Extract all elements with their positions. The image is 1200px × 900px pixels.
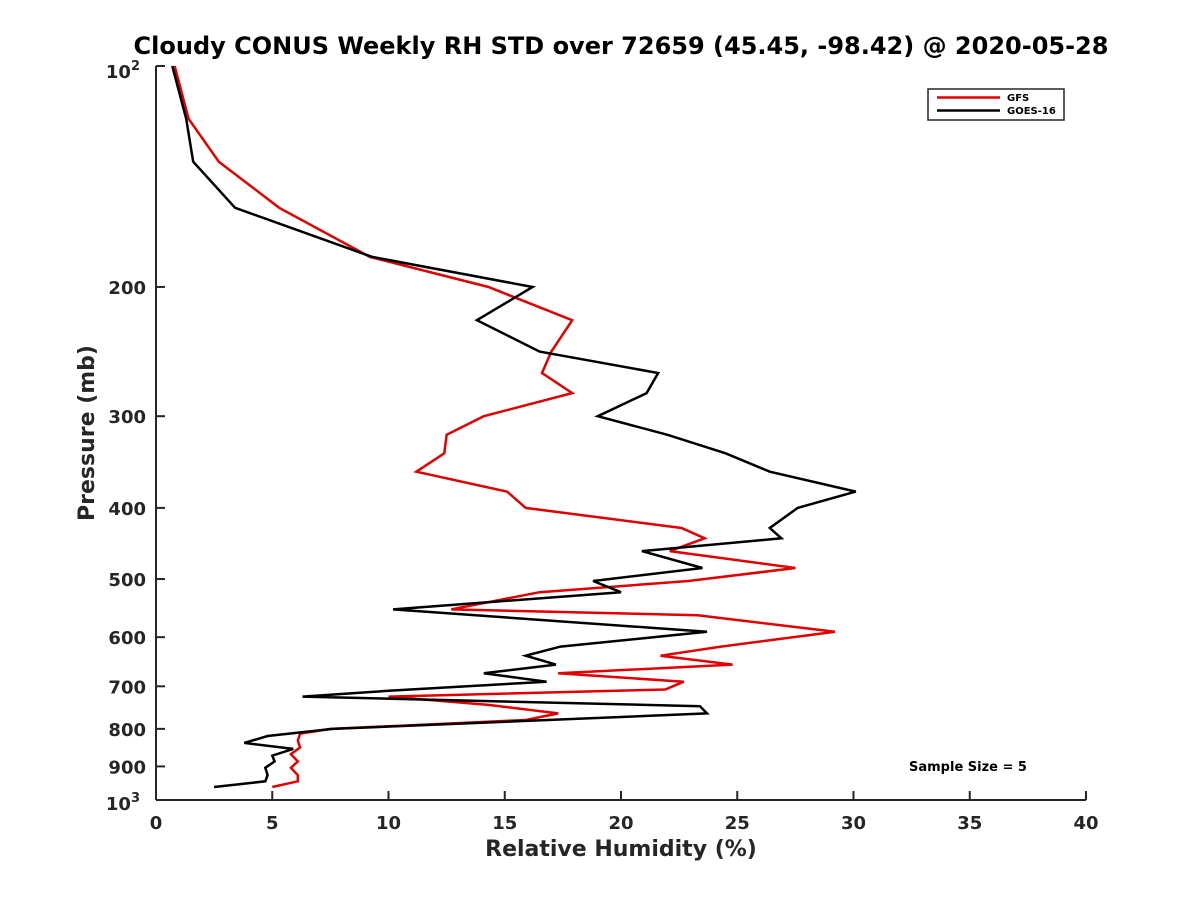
y-ticks: 200 300 400 500 600 700 800 900 [108, 278, 165, 778]
series-line-goes-16 [171, 65, 857, 789]
y-tick-label-top: 102 [106, 59, 140, 83]
x-tick-label: 10 [376, 813, 401, 834]
legend: GFS GOES-16 [927, 88, 1065, 121]
y-tick-label: 600 [108, 628, 146, 649]
y-axis-label: Pressure (mb) [75, 345, 100, 521]
x-tick-label: 40 [1073, 813, 1098, 834]
x-tick-label: 15 [492, 813, 517, 834]
y-tick-top: 102 [106, 59, 165, 83]
x-tick-label: 0 [150, 813, 163, 834]
x-tick-label: 35 [957, 813, 982, 834]
x-tick-label: 20 [608, 813, 633, 834]
series-layer [171, 65, 857, 789]
x-tick-label: 5 [266, 813, 279, 834]
legend-label-goes-16: GOES-16 [1007, 106, 1056, 117]
y-tick-bottom-base: 10 [106, 794, 131, 815]
legend-box [927, 88, 1065, 121]
y-tick-label: 500 [108, 570, 146, 591]
legend-label-gfs: GFS [1007, 93, 1029, 104]
x-tick-label: 25 [725, 813, 750, 834]
series-line-gfs [173, 65, 836, 789]
y-tick-top-exponent: 2 [131, 59, 140, 74]
sample-size-annotation: Sample Size = 5 [909, 760, 1027, 775]
x-tick-label: 30 [841, 813, 866, 834]
y-tick-label: 800 [108, 720, 146, 741]
y-tick-label: 900 [108, 757, 146, 778]
x-axis-label: Relative Humidity (%) [485, 837, 757, 862]
chart-title: Cloudy CONUS Weekly RH STD over 72659 (4… [134, 32, 1109, 60]
y-tick-label: 300 [108, 407, 146, 428]
y-tick-top-base: 10 [106, 62, 131, 83]
y-tick-bottom-exponent: 3 [131, 791, 140, 806]
x-ticks: 0 5 10 15 20 25 30 35 40 [150, 791, 1099, 834]
y-tick-bottom: 103 [106, 791, 140, 815]
y-tick-label: 200 [108, 278, 146, 299]
y-tick-label-bottom: 103 [106, 791, 140, 815]
y-tick-label: 400 [108, 499, 146, 520]
y-tick-label: 700 [108, 677, 146, 698]
